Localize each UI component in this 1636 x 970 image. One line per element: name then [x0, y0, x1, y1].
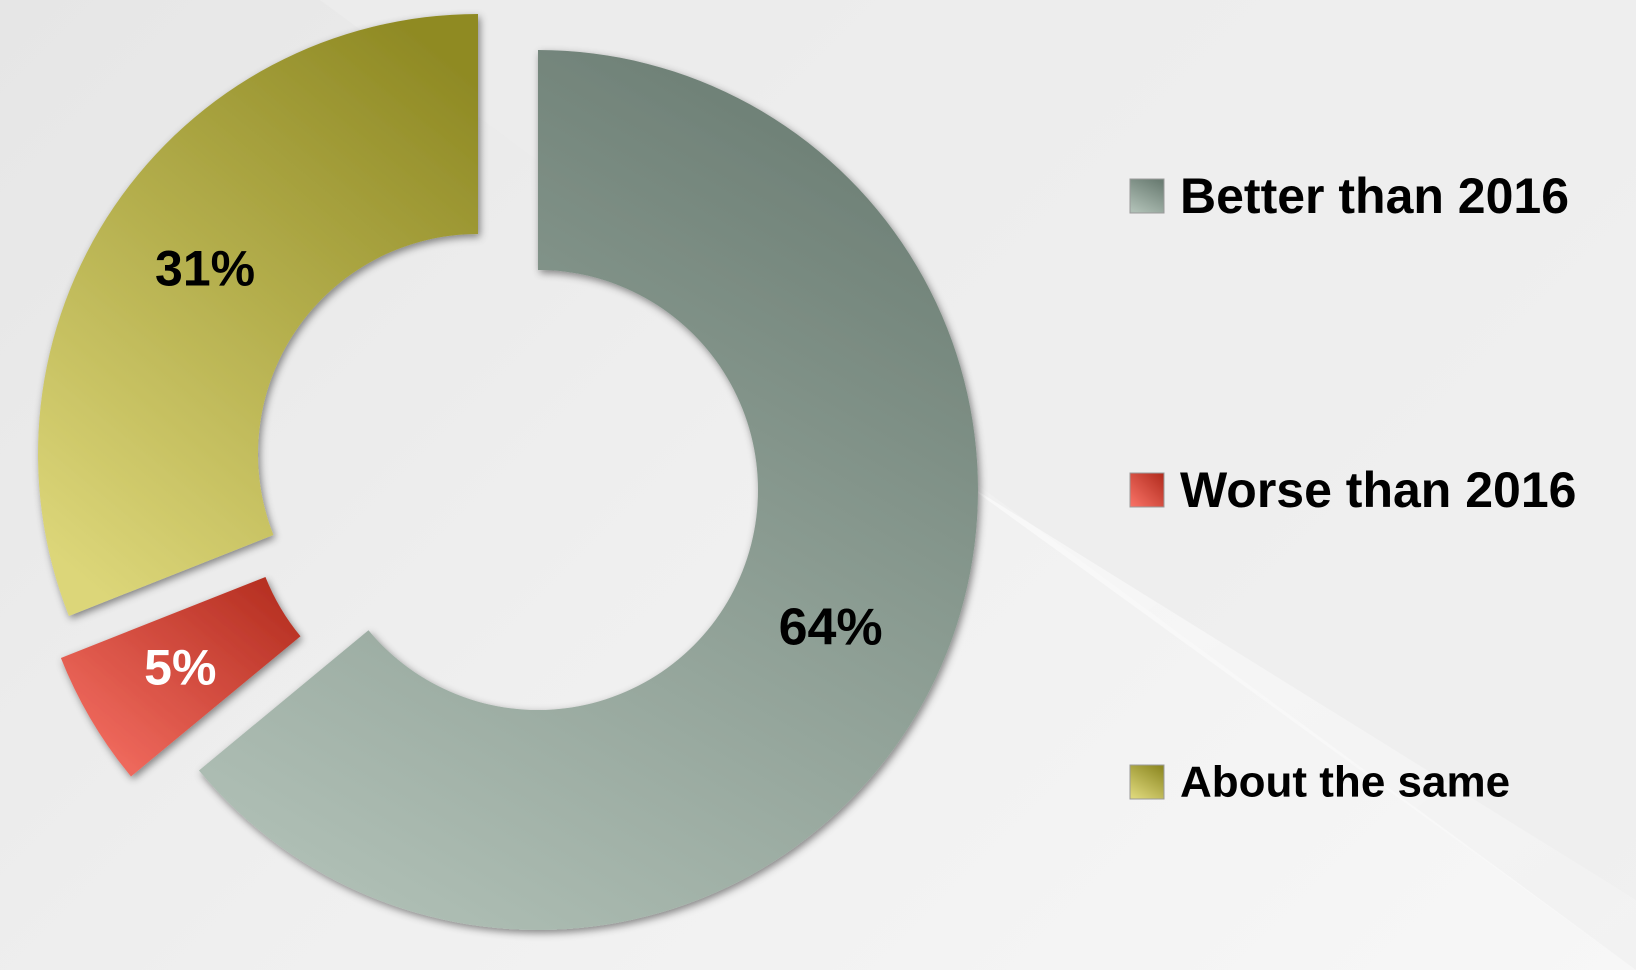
slice-worse-than-2016	[60, 576, 301, 777]
donut-slices	[37, 14, 979, 931]
background-facet	[960, 480, 1636, 970]
legend-marker-better	[1129, 178, 1165, 214]
data-label-same: 31%	[155, 241, 255, 297]
legend-label-worse: Worse than 2016	[1180, 462, 1576, 518]
legend-marker-same	[1129, 764, 1165, 800]
data-label-worse: 5%	[144, 639, 216, 695]
data-label-better: 64%	[779, 599, 883, 657]
slice-better-than-2016	[198, 50, 979, 931]
slice-about-the-same	[37, 14, 478, 616]
legend-label-same: About the same	[1180, 758, 1510, 807]
legend-marker-worse	[1129, 472, 1165, 508]
data-labels: 64% 5% 31%	[144, 241, 883, 696]
legend: Better than 2016 Worse than 2016 About the…	[1129, 168, 1576, 807]
legend-label-better: Better than 2016	[1180, 168, 1569, 224]
